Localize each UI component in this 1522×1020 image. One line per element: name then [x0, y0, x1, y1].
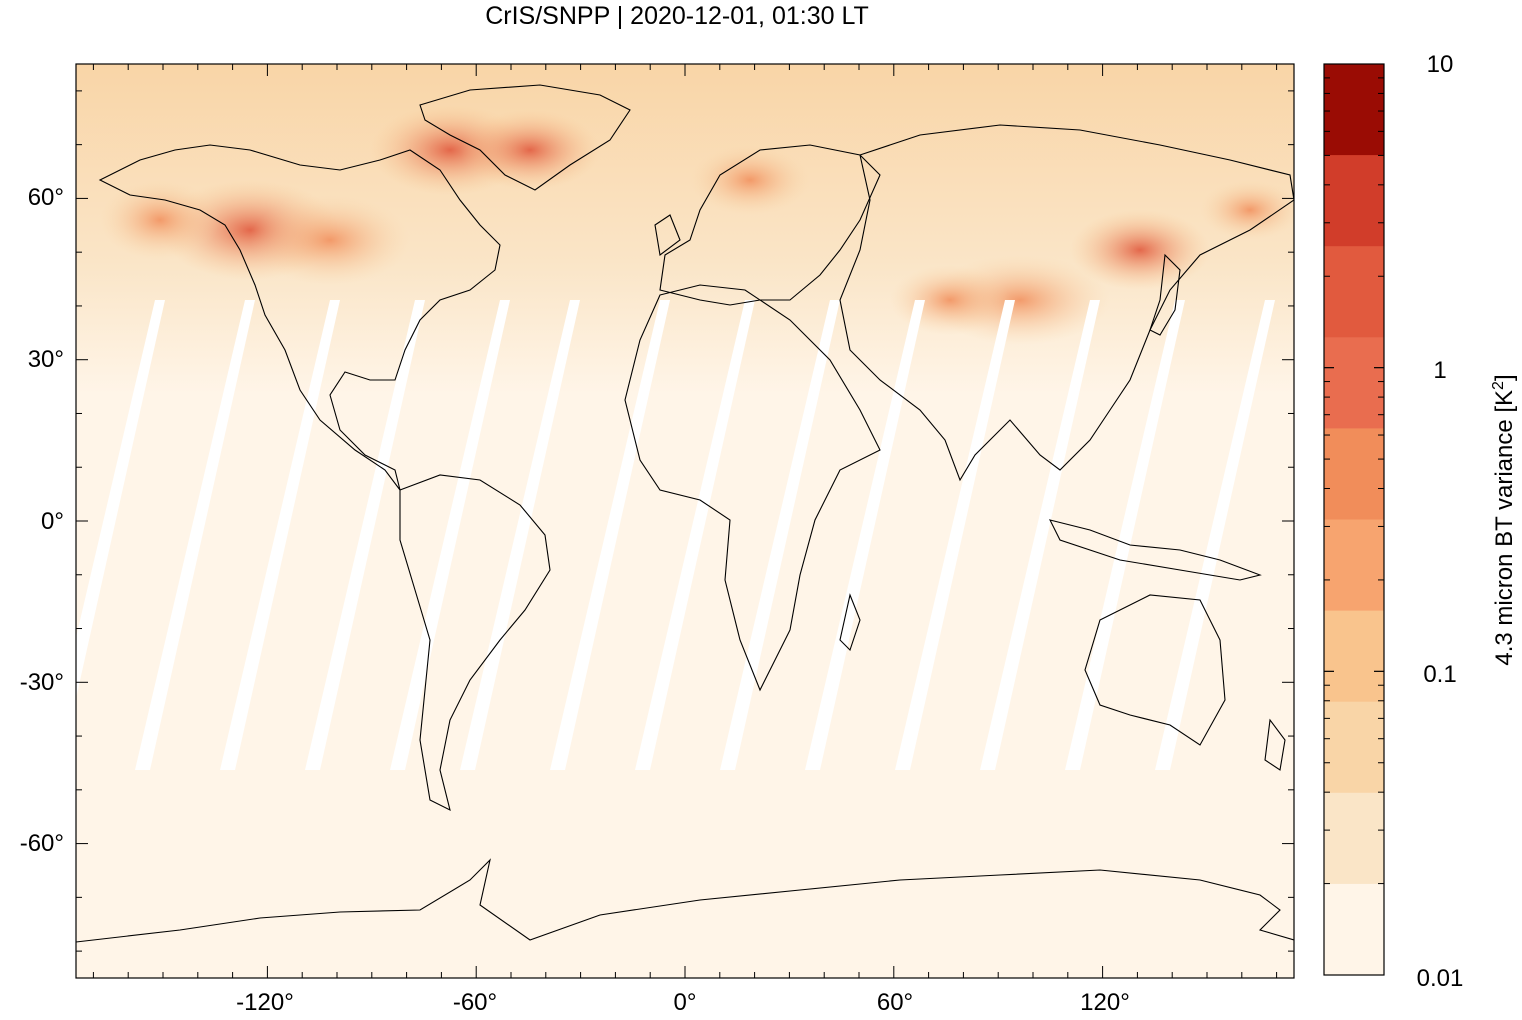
colorbar-frame	[1323, 63, 1385, 976]
colorbar-band	[1324, 246, 1384, 338]
colorbar-band	[1324, 519, 1384, 612]
colorbar-tick-label: 10	[1427, 51, 1454, 78]
colorbar-band	[1324, 337, 1384, 429]
colorbar-band	[1324, 883, 1384, 976]
x-tick-label: 0°	[674, 989, 697, 1016]
colorbar-band	[1324, 64, 1384, 156]
colorbar-title: 4.3 micron BT variance [K2]	[1490, 374, 1518, 665]
y-tick-label: -30°	[20, 669, 64, 696]
colorbar-tick-label: 0.01	[1417, 965, 1464, 992]
colorbar-band	[1324, 155, 1384, 247]
y-tick-label: 0°	[41, 508, 64, 535]
y-tick-label: -60°	[20, 830, 64, 857]
plot-title: CrIS/SNPP | 2020-12-01, 01:30 LT	[485, 2, 869, 30]
y-tick-label: 30°	[28, 346, 64, 373]
coastlines	[76, 84, 1294, 943]
colorbar-tick-label: 0.1	[1423, 661, 1456, 688]
y-tick-label: 60°	[28, 184, 64, 211]
colorbar-band	[1324, 428, 1384, 520]
colorbar-band	[1324, 610, 1384, 703]
colorbar-band	[1324, 792, 1384, 885]
x-tick-label: 120°	[1080, 989, 1130, 1016]
colorbar	[1324, 64, 1384, 976]
x-tick-label: -60°	[453, 989, 497, 1016]
colorbar-tick-label: 1	[1433, 357, 1446, 384]
colorbar-band	[1324, 701, 1384, 794]
map-field	[76, 64, 1294, 978]
x-tick-label: 60°	[877, 989, 913, 1016]
x-tick-label: -120°	[236, 989, 294, 1016]
